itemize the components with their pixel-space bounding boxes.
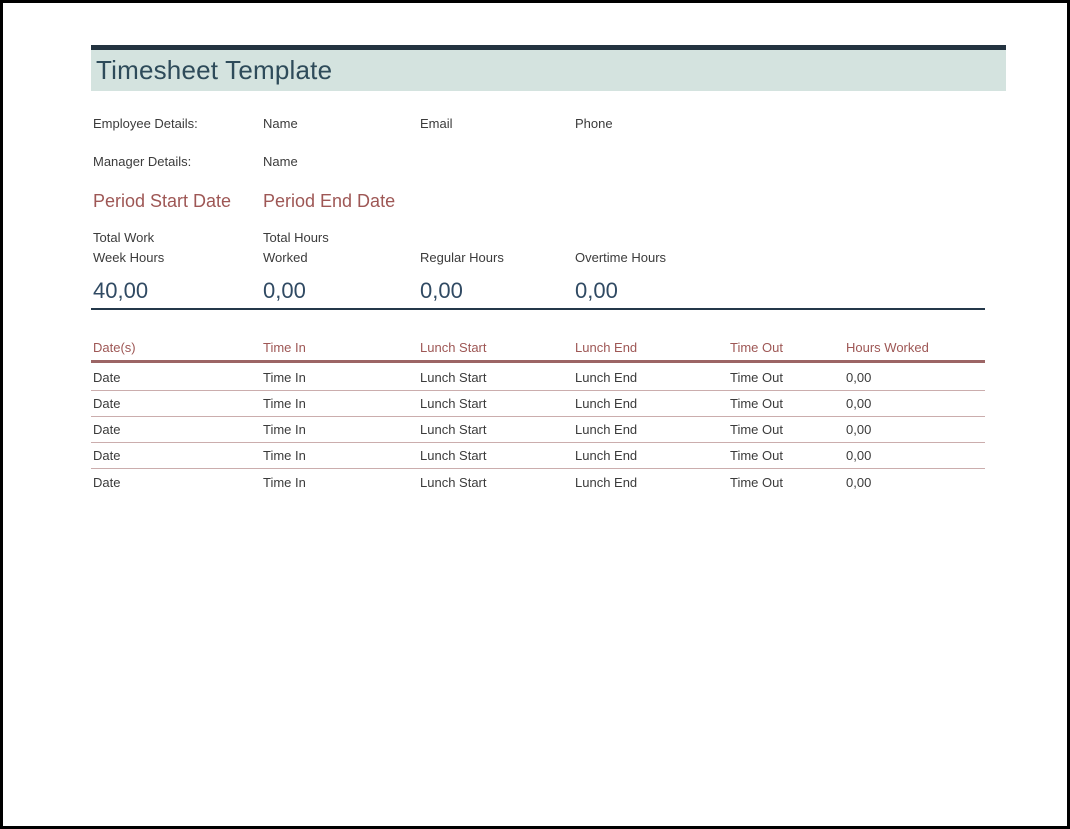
time-in-cell[interactable]: Time In bbox=[263, 370, 306, 385]
summary-values-row: 40,00 0,00 0,00 0,00 bbox=[91, 278, 985, 304]
column-header-time-out: Time Out bbox=[730, 340, 783, 355]
timesheet-rows: Date Time In Lunch Start Lunch End Time Out 0… bbox=[91, 365, 985, 495]
lunch-end-cell[interactable]: Lunch End bbox=[575, 370, 638, 385]
total-hours-worked-label: Total Hours Worked bbox=[263, 230, 329, 265]
timesheet-row: Date Time In Lunch Start Lunch End Time Out 0… bbox=[91, 443, 985, 469]
regular-hours-value[interactable]: 0,00 bbox=[420, 278, 463, 303]
time-in-cell[interactable]: Time In bbox=[263, 474, 306, 490]
lunch-start-cell[interactable]: Lunch Start bbox=[420, 474, 487, 490]
employee-details-label: Employee Details: bbox=[93, 116, 198, 131]
date-cell[interactable]: Date bbox=[93, 474, 121, 490]
time-out-cell[interactable]: Time Out bbox=[730, 448, 783, 463]
lunch-start-cell[interactable]: Lunch Start bbox=[420, 396, 487, 411]
regular-hours-label: Regular Hours bbox=[420, 250, 504, 265]
date-cell[interactable]: Date bbox=[93, 448, 121, 463]
employee-details-row: Employee Details: Name Email Phone bbox=[91, 116, 985, 131]
date-cell[interactable]: Date bbox=[93, 422, 121, 437]
period-start-date-field[interactable]: Period Start Date bbox=[93, 191, 232, 211]
lunch-end-cell[interactable]: Lunch End bbox=[575, 474, 638, 490]
lunch-end-cell[interactable]: Lunch End bbox=[575, 422, 638, 437]
period-end-date-field[interactable]: Period End Date bbox=[263, 191, 396, 211]
lunch-start-cell[interactable]: Lunch Start bbox=[420, 448, 487, 463]
lunch-start-cell[interactable]: Lunch Start bbox=[420, 370, 487, 385]
spacer bbox=[418, 191, 573, 212]
lunch-end-cell[interactable]: Lunch End bbox=[575, 396, 638, 411]
header-band: Timesheet Template bbox=[91, 45, 1006, 91]
time-in-cell[interactable]: Time In bbox=[263, 422, 306, 437]
employee-phone-field[interactable]: Phone bbox=[575, 116, 613, 131]
date-cell[interactable]: Date bbox=[93, 396, 121, 411]
manager-details-label: Manager Details: bbox=[93, 154, 192, 169]
total-hours-worked-value[interactable]: 0,00 bbox=[263, 278, 306, 303]
hours-worked-cell[interactable]: 0,00 bbox=[846, 474, 872, 490]
manager-name-field[interactable]: Name bbox=[263, 154, 298, 169]
header-accent-bar bbox=[91, 45, 1006, 50]
lunch-end-cell[interactable]: Lunch End bbox=[575, 448, 638, 463]
employee-name-field[interactable]: Name bbox=[263, 116, 298, 131]
timesheet-header-row: Date(s) Time In Lunch Start Lunch End Ti… bbox=[91, 340, 985, 363]
spacer bbox=[573, 154, 985, 169]
spacer bbox=[573, 191, 985, 212]
hours-worked-cell[interactable]: 0,00 bbox=[846, 396, 872, 411]
hours-worked-cell[interactable]: 0,00 bbox=[846, 448, 872, 463]
time-out-cell[interactable]: Time Out bbox=[730, 474, 783, 490]
manager-details-row: Manager Details: Name bbox=[91, 154, 985, 169]
period-row: Period Start Date Period End Date bbox=[91, 191, 985, 212]
hours-worked-cell[interactable]: 0,00 bbox=[846, 370, 872, 385]
time-out-cell[interactable]: Time Out bbox=[730, 422, 783, 437]
employee-email-field[interactable]: Email bbox=[420, 116, 453, 131]
content-area: Employee Details: Name Email Phone Manag… bbox=[91, 91, 985, 495]
overtime-hours-label: Overtime Hours bbox=[575, 250, 667, 265]
date-cell[interactable]: Date bbox=[93, 370, 121, 385]
spacer bbox=[418, 154, 573, 169]
column-header-time-in: Time In bbox=[263, 340, 306, 355]
summary-divider bbox=[91, 308, 985, 310]
timesheet-row: Date Time In Lunch Start Lunch End Time Out 0… bbox=[91, 365, 985, 391]
time-in-cell[interactable]: Time In bbox=[263, 448, 306, 463]
hours-worked-cell[interactable]: 0,00 bbox=[846, 422, 872, 437]
overtime-hours-value[interactable]: 0,00 bbox=[575, 278, 618, 303]
total-work-week-hours-value[interactable]: 40,00 bbox=[93, 278, 149, 303]
timesheet-row: Date Time In Lunch Start Lunch End Time Out 0… bbox=[91, 469, 985, 495]
column-header-lunch-start: Lunch Start bbox=[420, 340, 487, 355]
column-header-hours-worked: Hours Worked bbox=[846, 340, 929, 355]
time-out-cell[interactable]: Time Out bbox=[730, 370, 783, 385]
column-header-lunch-end: Lunch End bbox=[575, 340, 638, 355]
time-in-cell[interactable]: Time In bbox=[263, 396, 306, 411]
page-title: Timesheet Template bbox=[96, 55, 333, 85]
total-work-week-hours-label: Total Work Week Hours bbox=[93, 230, 165, 265]
timesheet-table: Date(s) Time In Lunch Start Lunch End Ti… bbox=[91, 340, 985, 495]
summary-labels-row: Total Work Week Hours Total Hours Worked… bbox=[91, 228, 985, 268]
column-header-dates: Date(s) bbox=[93, 340, 136, 355]
title-band: Timesheet Template bbox=[91, 50, 1006, 91]
timesheet-row: Date Time In Lunch Start Lunch End Time Out 0… bbox=[91, 417, 985, 443]
timesheet-row: Date Time In Lunch Start Lunch End Time Out 0… bbox=[91, 391, 985, 417]
time-out-cell[interactable]: Time Out bbox=[730, 396, 783, 411]
lunch-start-cell[interactable]: Lunch Start bbox=[420, 422, 487, 437]
